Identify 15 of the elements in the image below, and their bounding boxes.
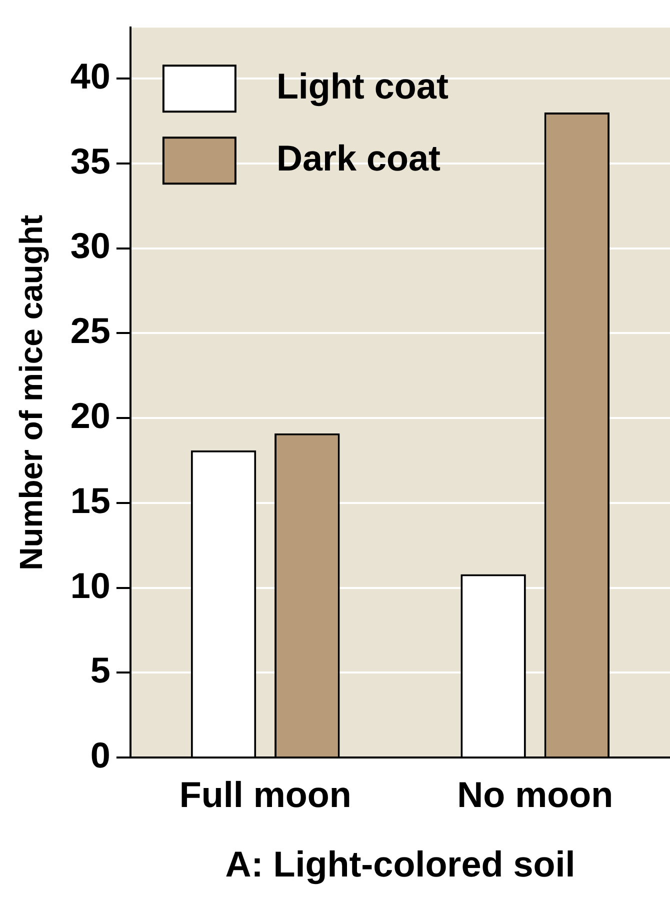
y-tick-label: 15 — [70, 480, 110, 521]
x-axis-title: A: Light-colored soil — [225, 843, 576, 884]
legend-label: Dark coat — [276, 138, 441, 179]
y-tick-label: 40 — [70, 55, 110, 96]
x-tick-label: No moon — [457, 774, 614, 816]
y-tick-label: 5 — [90, 650, 110, 691]
y-tick-label: 20 — [70, 394, 110, 436]
legend-label: Light coat — [276, 66, 448, 107]
y-tick-label: 35 — [70, 140, 110, 182]
x-tick-label: Full moon — [179, 774, 352, 816]
y-tick-label: 10 — [70, 564, 110, 606]
y-tick-label: 25 — [70, 310, 110, 352]
y-tick-label: 30 — [70, 225, 110, 266]
y-tick-label: 0 — [90, 734, 110, 776]
y-axis-title: Number of mice caught — [13, 214, 50, 570]
